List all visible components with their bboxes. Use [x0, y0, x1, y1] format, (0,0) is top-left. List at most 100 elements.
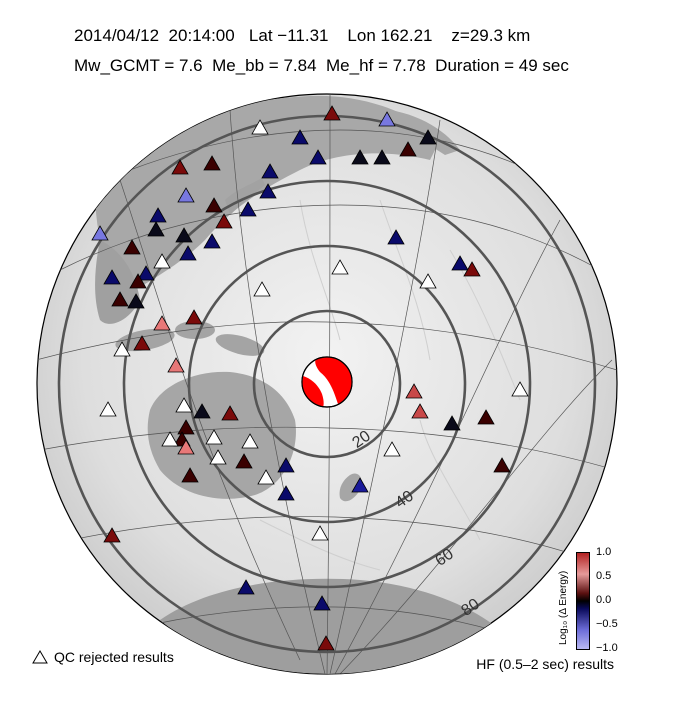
station-triangle	[103, 527, 121, 543]
colorbar	[576, 552, 590, 650]
station-triangle	[215, 213, 233, 229]
lon-label: Lon	[347, 26, 376, 45]
station-triangle	[177, 419, 195, 435]
me-bb: Me_bb = 7.84	[212, 56, 317, 75]
station-triangle	[291, 129, 309, 145]
station-qc-rejected	[113, 341, 131, 357]
station-triangle	[171, 159, 189, 175]
station-triangle	[351, 477, 369, 493]
station-triangle	[373, 149, 391, 165]
station-triangle	[193, 403, 211, 419]
station-triangle	[313, 595, 331, 611]
lat-label: Lat	[248, 26, 273, 45]
station-triangle	[153, 315, 171, 331]
station-qc-rejected	[511, 381, 529, 397]
station-qc-rejected	[331, 259, 349, 275]
station-triangle	[259, 183, 277, 199]
station-qc-rejected	[419, 273, 437, 289]
station-qc-rejected	[175, 397, 193, 413]
landmass-japan	[225, 178, 265, 215]
station-triangle	[405, 383, 423, 399]
station-triangle	[239, 201, 257, 217]
legend-qc-rejected: QC rejected results	[32, 649, 174, 665]
station-triangle	[237, 579, 255, 595]
station-triangle	[123, 239, 141, 255]
landmass-antarctica	[160, 578, 500, 674]
station-qc-rejected	[251, 119, 269, 135]
station-triangle	[205, 197, 223, 213]
station-qc-rejected	[209, 449, 227, 465]
station-triangle	[129, 273, 147, 289]
station-triangle	[177, 439, 195, 455]
station-triangle	[103, 269, 121, 285]
station-triangle	[167, 357, 185, 373]
focal-mechanism-beachball	[301, 356, 353, 408]
colorbar-label: Log₁₀ (Δ Energy)	[558, 570, 569, 645]
landmass-alaska	[390, 110, 460, 155]
station-triangle	[309, 149, 327, 165]
colorbar-tick: −1.0	[596, 642, 618, 654]
station-triangle	[277, 457, 295, 473]
lon-value: 162.21	[380, 26, 433, 45]
duration: Duration = 49 sec	[435, 56, 569, 75]
colorbar-tick: 0.0	[596, 594, 612, 606]
station-triangle	[277, 485, 295, 501]
legend-hf-results: HF (0.5–2 sec) results	[476, 656, 614, 672]
station-triangle	[149, 207, 167, 223]
station-qc-rejected	[153, 253, 171, 269]
station-triangle	[147, 221, 165, 237]
station-triangle	[181, 467, 199, 483]
colorbar-tick: 1.0	[596, 546, 612, 558]
landmass-sulawesi	[175, 321, 215, 339]
station-triangle	[185, 309, 203, 325]
station-triangle	[221, 405, 239, 421]
depth-value: z=29.3 km	[451, 26, 531, 45]
event-time: 20:14:00	[168, 26, 235, 45]
me-hf: Me_hf = 7.78	[326, 56, 426, 75]
legend-qc-label: QC rejected results	[54, 649, 174, 665]
station-triangle	[261, 163, 279, 179]
event-date: 2014/04/12	[74, 26, 160, 45]
ring-20	[252, 309, 402, 459]
station-triangle	[235, 453, 253, 469]
landmass-new-zealand	[339, 473, 362, 502]
station-triangle	[91, 225, 109, 241]
station-triangle	[203, 233, 221, 249]
station-qc-rejected	[257, 469, 275, 485]
ring-60	[122, 179, 532, 589]
station-markers	[91, 105, 529, 651]
station-qc-rejected	[161, 431, 179, 447]
station-triangle	[387, 229, 405, 245]
station-qc-rejected	[311, 525, 329, 541]
station-triangle	[203, 155, 221, 171]
open-triangle-icon	[32, 650, 48, 664]
colorbar-tick: −0.5	[596, 618, 618, 630]
station-triangle	[419, 129, 437, 145]
station-triangle	[317, 635, 335, 651]
station-triangle	[137, 265, 155, 281]
station-triangle	[351, 149, 369, 165]
station-triangle	[133, 335, 151, 351]
magnitude-info-line: Mw_GCMT = 7.6 Me_bb = 7.84 Me_hf = 7.78 …	[74, 56, 569, 76]
station-triangle	[477, 409, 495, 425]
station-triangle	[177, 187, 195, 203]
landmass-new-guinea	[215, 334, 265, 356]
landmass-asia	[95, 95, 440, 300]
station-qc-rejected	[99, 401, 117, 417]
station-triangle	[443, 415, 461, 431]
station-triangle	[411, 403, 429, 419]
station-qc-rejected	[383, 441, 401, 457]
mw-gcmt: Mw_GCMT = 7.6	[74, 56, 203, 75]
station-triangle	[175, 227, 193, 243]
station-triangle	[451, 255, 469, 271]
station-triangle	[111, 291, 129, 307]
station-triangle	[399, 141, 417, 157]
station-triangle	[127, 293, 145, 309]
station-qc-rejected	[205, 429, 223, 445]
station-triangle	[179, 245, 197, 261]
station-qc-rejected	[241, 433, 259, 449]
ring-40	[187, 244, 467, 524]
event-info-line: 2014/04/12 20:14:00 Lat −11.31 Lon 162.2…	[74, 26, 530, 46]
station-triangle	[378, 111, 396, 127]
